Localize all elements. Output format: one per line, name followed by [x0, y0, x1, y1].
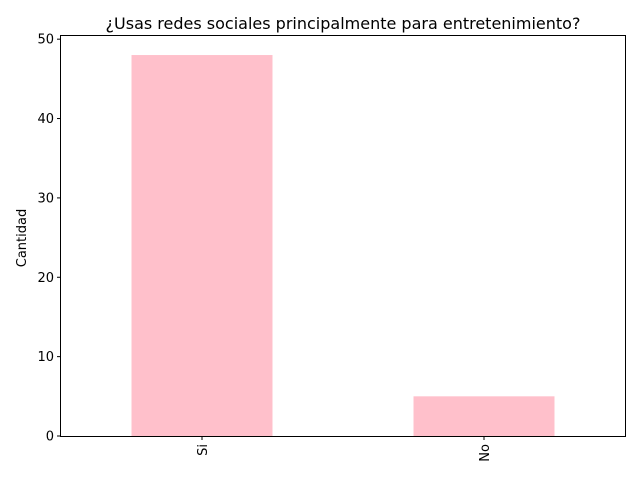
y-axis-label: Cantidad	[15, 209, 30, 267]
y-tick-label: 50	[37, 33, 54, 48]
y-tick-label: 20	[37, 271, 54, 286]
bar-si	[131, 55, 273, 437]
bars-group	[131, 55, 555, 437]
plot-frame	[60, 35, 626, 437]
bar-no	[413, 396, 555, 436]
y-tick-label: 40	[37, 112, 54, 127]
y-ticks-group: 0 10 20 30 40 50	[37, 33, 61, 445]
x-tick-label: Si	[196, 444, 211, 456]
x-ticks-group: Si No	[196, 436, 493, 462]
x-tick-label: No	[478, 444, 493, 462]
y-tick-label: 0	[46, 430, 54, 445]
y-tick-label: 30	[37, 191, 54, 206]
y-tick-label: 10	[37, 350, 54, 365]
chart-title: ¿Usas redes sociales principalmente para…	[106, 14, 581, 33]
